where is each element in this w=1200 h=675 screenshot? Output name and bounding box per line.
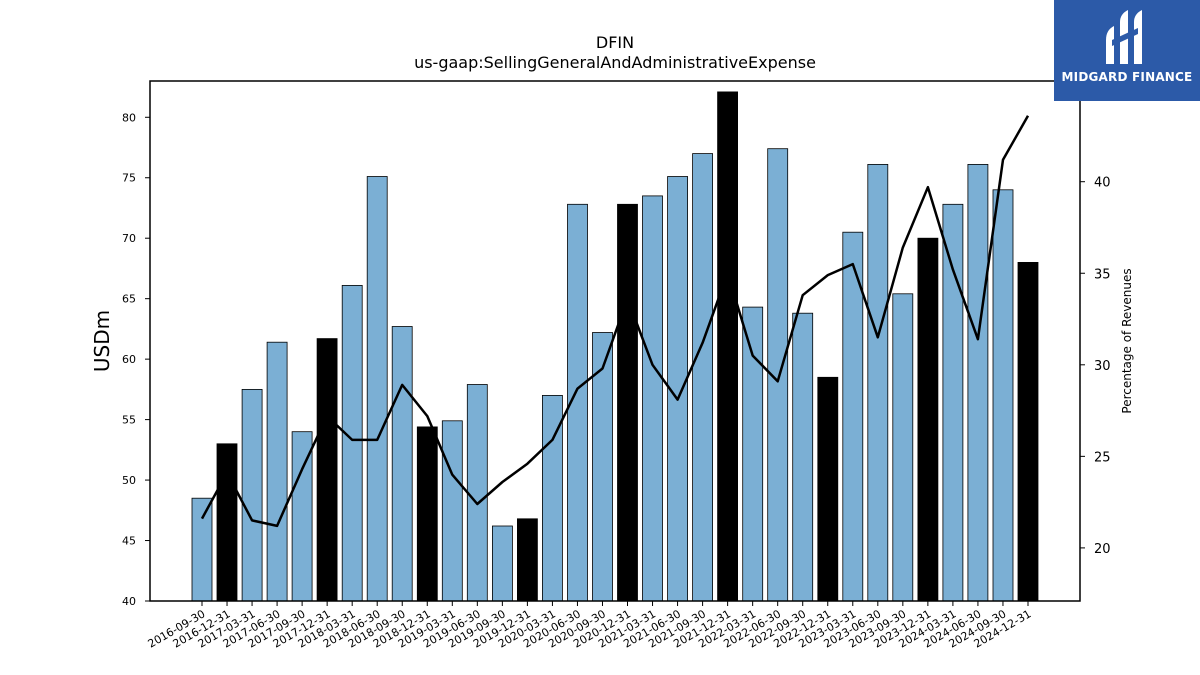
y-tick-label: 40 [122, 595, 136, 608]
bar-2019-12-31 [517, 518, 538, 602]
bar-2023-06-30 [867, 163, 889, 602]
bar-2024-03-31 [942, 203, 964, 602]
bars-group [191, 91, 1039, 602]
y-tick-label: 80 [122, 111, 136, 124]
y-tick-label: 55 [122, 414, 136, 427]
bar-2017-12-31 [316, 338, 338, 602]
bar-2018-03-31 [341, 284, 363, 602]
plot-frame [149, 80, 1081, 602]
y-tick-label: 50 [122, 474, 136, 487]
bar-2018-12-31 [416, 426, 438, 602]
bar-2016-09-30 [191, 497, 213, 602]
y2-tick-label: 40 [1094, 176, 1111, 191]
bar-2021-03-31 [642, 195, 663, 602]
bar-2024-06-30 [967, 163, 989, 602]
y-tick-label: 60 [122, 353, 136, 366]
bar-2017-03-31 [241, 388, 263, 602]
bar-2019-09-30 [491, 525, 513, 602]
y2-axis-label: Percentage of Revenues [1120, 268, 1134, 413]
y-axis-label: USDm [90, 310, 114, 372]
bar-2019-03-31 [441, 420, 463, 602]
y-tick-label: 45 [122, 535, 136, 548]
bar-2023-12-31 [917, 237, 939, 602]
y-tick-label: 70 [122, 232, 136, 245]
y-tick-label: 65 [122, 293, 136, 306]
brand-name: MIDGARD FINANCE [1061, 70, 1193, 84]
chart-title: DFIN [596, 33, 634, 52]
y-tick-label: 75 [122, 172, 136, 185]
bar-2022-03-31 [742, 306, 764, 602]
bar-2017-06-30 [266, 341, 288, 602]
bar-2022-12-31 [817, 376, 839, 602]
bar-2024-12-31 [1017, 261, 1039, 602]
brand-logo: MIDGARD FINANCE [1054, 0, 1200, 101]
line-group [200, 115, 1030, 528]
bar-2016-12-31 [216, 443, 238, 602]
bar-2020-12-31 [617, 203, 638, 602]
percent-of-revenue-line [200, 115, 1030, 528]
bar-2019-06-30 [466, 384, 488, 602]
chart-subtitle: us-gaap:SellingGeneralAndAdministrativeE… [414, 53, 816, 72]
y2-tick-label: 20 [1094, 542, 1111, 557]
bar-2022-09-30 [792, 312, 814, 602]
bar-2018-06-30 [366, 176, 388, 602]
bar-2021-12-31 [717, 91, 738, 602]
bar-2018-09-30 [391, 326, 413, 602]
midgard-logo-icon [1106, 10, 1142, 64]
bar-2021-09-30 [692, 153, 713, 602]
y2-tick-label: 30 [1094, 359, 1111, 374]
y2-tick-label: 35 [1094, 267, 1111, 282]
bar-2024-09-30 [992, 189, 1014, 602]
y2-tick-label: 25 [1094, 450, 1111, 465]
bar-2023-09-30 [892, 293, 914, 602]
